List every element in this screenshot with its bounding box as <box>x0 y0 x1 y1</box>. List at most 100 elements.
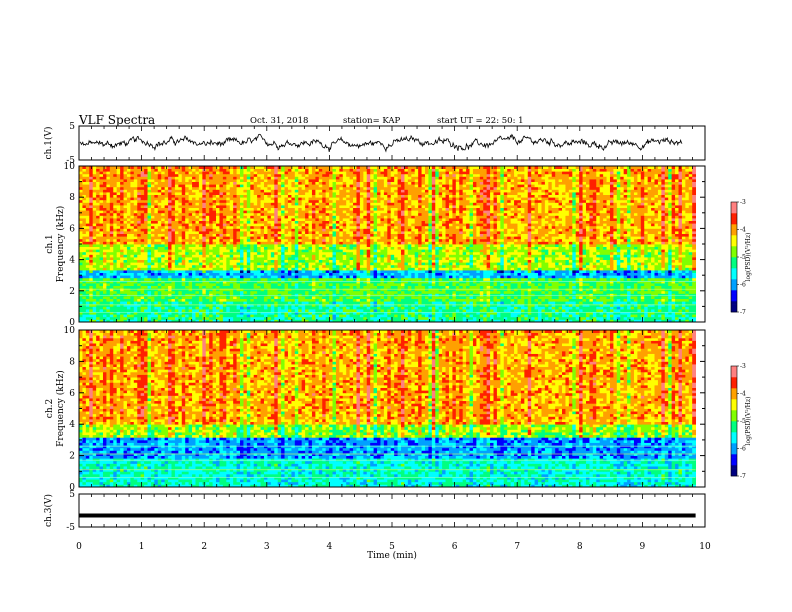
spectrogram-cell <box>545 280 549 283</box>
spectrogram-cell <box>531 260 535 263</box>
spectrogram-cell <box>141 309 145 312</box>
spectrogram-cell <box>100 301 104 304</box>
spectrogram-cell <box>672 270 676 273</box>
spectrogram-cell <box>627 306 631 309</box>
spectrogram-cell <box>470 304 474 307</box>
spectrogram-cell <box>110 293 114 296</box>
spectrogram-cell <box>106 304 110 307</box>
spectrogram-cell <box>148 280 152 283</box>
spectrogram-cell <box>446 270 450 273</box>
spectrogram-cell <box>127 267 131 270</box>
spectrogram-cell <box>603 312 607 315</box>
spectrogram-cell <box>377 257 381 260</box>
spectrogram-cell <box>148 286 152 289</box>
spectrogram-cell <box>569 278 573 281</box>
spectrogram-cell <box>439 296 443 299</box>
spectrogram-cell <box>363 293 367 296</box>
spectrogram-cell <box>298 301 302 304</box>
spectrogram-cell <box>291 291 295 294</box>
spectrogram-cell <box>367 283 371 286</box>
spectrogram-cell <box>600 267 604 270</box>
spectrogram-cell <box>627 280 631 283</box>
spectrogram-cell <box>627 283 631 286</box>
spectrogram-cell <box>548 306 552 309</box>
spectrogram-cell <box>82 265 86 268</box>
spectrogram-cell <box>295 275 299 278</box>
spectrogram-cell <box>490 293 494 296</box>
spectrogram-cell <box>333 278 337 281</box>
spectrogram-cell <box>394 283 398 286</box>
spectrogram-cell <box>521 270 525 273</box>
spectrogram-cell <box>497 278 501 281</box>
spectrogram-cell <box>418 275 422 278</box>
spectrogram-cell <box>120 299 124 302</box>
spectrogram-cell <box>514 267 518 270</box>
spectrogram-cell <box>634 265 638 268</box>
spectrogram-cell <box>233 278 237 281</box>
spectrogram-cells <box>79 166 696 322</box>
spectrogram-cell <box>432 273 436 276</box>
spectrogram-cell <box>476 309 480 312</box>
spectrogram-cell <box>322 280 326 283</box>
spectrogram-cell <box>151 267 155 270</box>
spectrogram-cell <box>250 260 254 263</box>
spectrogram-cell <box>151 306 155 309</box>
spectrogram-cell <box>411 301 415 304</box>
spectrogram-cell <box>668 280 672 283</box>
spectrogram-cell <box>607 260 611 263</box>
spectrogram-cell <box>583 280 587 283</box>
spectrogram-cell <box>514 254 518 257</box>
spectrogram-cell <box>442 286 446 289</box>
spectrogram-cell <box>237 270 241 273</box>
spectrogram-cell <box>192 278 196 281</box>
spectrogram-cell <box>607 252 611 255</box>
spectrogram-cell <box>541 273 545 276</box>
spectrogram-cell <box>535 301 539 304</box>
spectrogram-cell <box>103 265 107 268</box>
spectrogram-cell <box>103 280 107 283</box>
spectrogram-cell <box>216 291 220 294</box>
spectrogram-cell <box>295 273 299 276</box>
spectrogram-cell <box>237 273 241 276</box>
spectrogram-cell <box>631 283 635 286</box>
spectrogram-cell <box>456 296 460 299</box>
spectrogram-cell <box>130 265 134 268</box>
spectrogram-cell <box>353 314 357 317</box>
spectrogram-cell <box>226 312 230 315</box>
spectrogram-cell <box>655 312 659 315</box>
spectrogram-cell <box>127 252 131 255</box>
spectrogram-cell <box>449 304 453 307</box>
spectrogram-cell <box>271 301 275 304</box>
spectrogram-cell <box>137 314 141 317</box>
spectrogram-cell <box>168 278 172 281</box>
spectrogram-cell <box>165 270 169 273</box>
spectrogram-cell <box>130 262 134 265</box>
spectrogram-cell <box>374 312 378 315</box>
spectrogram-cell <box>93 257 97 260</box>
spectrogram-cell <box>219 260 223 263</box>
spectrogram-cell <box>634 267 638 270</box>
spectrogram-cell <box>199 293 203 296</box>
spectrogram-cell <box>398 286 402 289</box>
spectrogram-cell <box>487 262 491 265</box>
spectrogram-cell <box>79 280 83 283</box>
spectrogram-cell <box>182 317 186 320</box>
spectrogram-cell <box>148 257 152 260</box>
spectrogram-cell <box>497 283 501 286</box>
spectrogram-cell <box>418 278 422 281</box>
spectrogram-cell <box>637 267 641 270</box>
spectrogram-cell <box>435 260 439 263</box>
spectrogram-cell <box>483 288 487 291</box>
spectrogram-cell <box>281 286 285 289</box>
spectrogram-cell <box>363 301 367 304</box>
spectrogram-cell <box>432 265 436 268</box>
spectrogram-cell <box>600 314 604 317</box>
spectrogram-cell <box>209 296 213 299</box>
spectrogram-cell <box>665 301 669 304</box>
spectrogram-cell <box>278 314 282 317</box>
spectrogram-cell <box>326 286 330 289</box>
spectrogram-cell <box>370 254 374 257</box>
spectrogram-cell <box>134 254 138 257</box>
spectrogram-cell <box>524 309 528 312</box>
spectrogram-cell <box>127 257 131 260</box>
